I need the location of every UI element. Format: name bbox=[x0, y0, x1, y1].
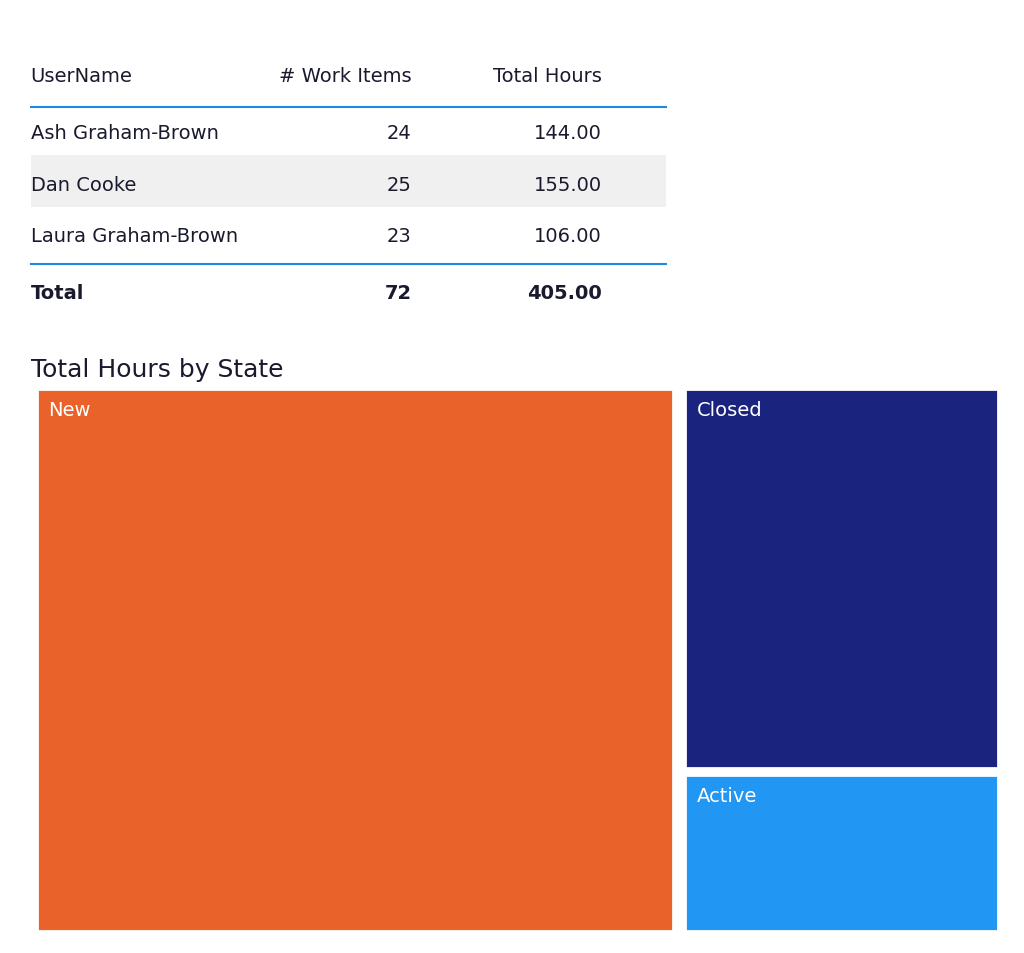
Text: Laura Graham-Brown: Laura Graham-Brown bbox=[31, 227, 238, 246]
Bar bbox=[31, 156, 666, 213]
Text: 24: 24 bbox=[387, 124, 412, 143]
Text: Total: Total bbox=[31, 284, 84, 303]
Text: # Work Items: # Work Items bbox=[279, 67, 412, 86]
Text: Ash Graham-Brown: Ash Graham-Brown bbox=[31, 124, 218, 143]
Text: 23: 23 bbox=[387, 227, 412, 246]
Bar bbox=[685, 775, 997, 931]
Text: Total Hours: Total Hours bbox=[494, 67, 602, 86]
Text: 155.00: 155.00 bbox=[534, 175, 602, 194]
Bar bbox=[37, 389, 674, 931]
Text: Closed: Closed bbox=[696, 400, 763, 419]
Text: UserName: UserName bbox=[31, 67, 132, 86]
Text: 144.00: 144.00 bbox=[535, 124, 602, 143]
Text: Total Hours by State: Total Hours by State bbox=[31, 357, 284, 382]
Text: 405.00: 405.00 bbox=[527, 284, 602, 303]
Text: 106.00: 106.00 bbox=[535, 227, 602, 246]
Text: Dan Cooke: Dan Cooke bbox=[31, 175, 136, 194]
Text: 72: 72 bbox=[385, 284, 412, 303]
Text: New: New bbox=[48, 400, 91, 419]
Bar bbox=[31, 105, 666, 162]
Bar bbox=[685, 389, 997, 768]
Text: Active: Active bbox=[696, 786, 757, 804]
Bar bbox=[31, 208, 666, 265]
Text: 25: 25 bbox=[387, 175, 412, 194]
